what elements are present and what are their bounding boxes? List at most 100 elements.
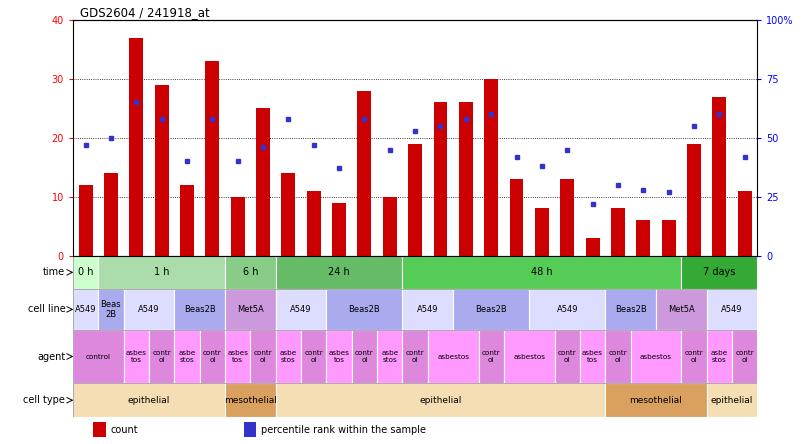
Bar bbox=[149, 329, 174, 384]
Bar bbox=[231, 197, 245, 256]
Bar bbox=[706, 329, 732, 384]
Text: epithelial: epithelial bbox=[420, 396, 462, 405]
Bar bbox=[307, 191, 321, 256]
Text: contr
ol: contr ol bbox=[684, 350, 703, 363]
Text: asbestos: asbestos bbox=[514, 353, 545, 360]
Text: mesothelial: mesothelial bbox=[224, 396, 277, 405]
Text: contr
ol: contr ol bbox=[305, 350, 323, 363]
Text: A549: A549 bbox=[75, 305, 96, 314]
Bar bbox=[504, 329, 555, 384]
Bar bbox=[580, 329, 605, 384]
Bar bbox=[509, 179, 523, 256]
Bar bbox=[73, 384, 225, 417]
Bar bbox=[104, 173, 118, 256]
Text: Beas2B: Beas2B bbox=[615, 305, 646, 314]
Text: asbe
stos: asbe stos bbox=[178, 350, 195, 363]
Bar bbox=[256, 108, 270, 256]
Bar bbox=[611, 208, 625, 256]
Bar bbox=[98, 256, 225, 289]
Text: contr
ol: contr ol bbox=[254, 350, 272, 363]
Bar bbox=[529, 289, 605, 329]
Bar bbox=[428, 329, 479, 384]
Bar bbox=[605, 289, 656, 329]
Text: mesothelial: mesothelial bbox=[629, 396, 682, 405]
Bar bbox=[732, 329, 757, 384]
Bar bbox=[124, 329, 149, 384]
Text: A549: A549 bbox=[721, 305, 743, 314]
Bar bbox=[484, 79, 498, 256]
Bar bbox=[174, 289, 225, 329]
Bar bbox=[275, 256, 403, 289]
Text: agent: agent bbox=[37, 352, 66, 361]
Bar bbox=[301, 329, 326, 384]
Bar bbox=[586, 238, 599, 256]
Text: A549: A549 bbox=[290, 305, 312, 314]
Text: contr
ol: contr ol bbox=[482, 350, 501, 363]
Bar bbox=[605, 384, 706, 417]
Text: epithelial: epithelial bbox=[128, 396, 170, 405]
Text: asbe
stos: asbe stos bbox=[279, 350, 297, 363]
Bar bbox=[275, 289, 326, 329]
Bar bbox=[631, 329, 681, 384]
Bar bbox=[225, 256, 275, 289]
Bar bbox=[662, 220, 676, 256]
Bar bbox=[281, 173, 296, 256]
Bar bbox=[275, 329, 301, 384]
Bar bbox=[244, 422, 256, 437]
Bar bbox=[98, 289, 124, 329]
Bar bbox=[458, 103, 473, 256]
Bar bbox=[326, 329, 352, 384]
Text: asbe
stos: asbe stos bbox=[382, 350, 399, 363]
Text: time: time bbox=[43, 267, 66, 278]
Text: 7 days: 7 days bbox=[703, 267, 735, 278]
Text: contr
ol: contr ol bbox=[152, 350, 171, 363]
Bar bbox=[73, 329, 124, 384]
Text: contr
ol: contr ol bbox=[203, 350, 222, 363]
Bar bbox=[357, 91, 372, 256]
Bar bbox=[605, 329, 631, 384]
Bar bbox=[479, 329, 504, 384]
Text: asbestos: asbestos bbox=[640, 353, 672, 360]
Text: Beas2B: Beas2B bbox=[475, 305, 507, 314]
Text: count: count bbox=[110, 425, 139, 435]
Bar bbox=[681, 329, 706, 384]
Text: control: control bbox=[86, 353, 111, 360]
Text: contr
ol: contr ol bbox=[608, 350, 627, 363]
Text: asbe
stos: asbe stos bbox=[710, 350, 728, 363]
Bar bbox=[403, 329, 428, 384]
Text: 0 h: 0 h bbox=[78, 267, 93, 278]
Bar bbox=[433, 103, 447, 256]
Text: contr
ol: contr ol bbox=[406, 350, 424, 363]
Text: asbes
tos: asbes tos bbox=[329, 350, 350, 363]
Bar bbox=[535, 208, 549, 256]
Text: percentile rank within the sample: percentile rank within the sample bbox=[261, 425, 426, 435]
Bar bbox=[561, 179, 574, 256]
Bar bbox=[206, 61, 220, 256]
Text: 1 h: 1 h bbox=[154, 267, 169, 278]
Text: Met5A: Met5A bbox=[668, 305, 695, 314]
Text: cell line: cell line bbox=[28, 305, 66, 314]
Bar bbox=[555, 329, 580, 384]
Text: A549: A549 bbox=[139, 305, 160, 314]
Bar bbox=[453, 289, 529, 329]
Bar bbox=[377, 329, 403, 384]
Bar bbox=[93, 422, 106, 437]
Bar bbox=[706, 384, 757, 417]
Bar bbox=[73, 256, 98, 289]
Bar bbox=[687, 144, 701, 256]
Bar bbox=[79, 185, 92, 256]
Bar bbox=[738, 191, 752, 256]
Bar bbox=[383, 197, 397, 256]
Bar bbox=[225, 329, 250, 384]
Bar bbox=[352, 329, 377, 384]
Bar bbox=[130, 38, 143, 256]
Bar bbox=[403, 289, 453, 329]
Bar bbox=[681, 256, 757, 289]
Bar bbox=[73, 289, 98, 329]
Text: Beas
2B: Beas 2B bbox=[100, 300, 122, 319]
Text: Beas2B: Beas2B bbox=[184, 305, 215, 314]
Text: contr
ol: contr ol bbox=[355, 350, 373, 363]
Text: 6 h: 6 h bbox=[243, 267, 258, 278]
Bar bbox=[225, 289, 275, 329]
Bar bbox=[275, 384, 605, 417]
